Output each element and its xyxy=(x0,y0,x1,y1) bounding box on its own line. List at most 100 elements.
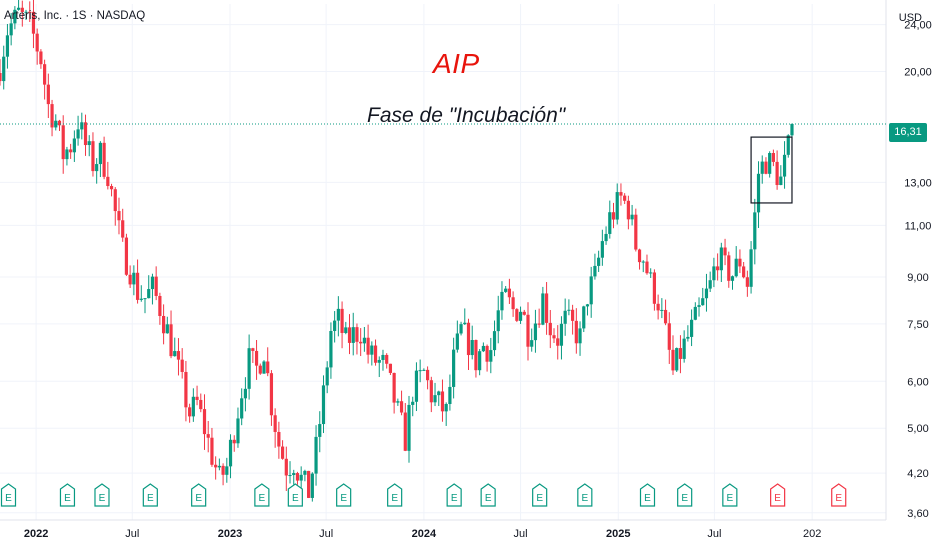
candle xyxy=(403,403,407,452)
candle-body xyxy=(693,306,697,320)
price-tick-label: 3,60 xyxy=(907,508,928,520)
candle xyxy=(247,334,251,400)
price-tick-label: 6,00 xyxy=(907,376,928,388)
candle-body xyxy=(608,212,612,234)
candle-body xyxy=(708,280,712,289)
candle-body xyxy=(184,371,188,408)
candle xyxy=(481,342,485,353)
candle-body xyxy=(102,142,106,177)
time-axis[interactable]: 2022 Jul 2023 Jul 2024 Jul 2025 Jul 202 xyxy=(24,528,821,540)
candle-body xyxy=(745,277,749,287)
candle xyxy=(325,361,329,394)
candle xyxy=(645,254,649,275)
candle-body xyxy=(727,255,731,281)
candle xyxy=(143,298,147,314)
ticker-annotation[interactable]: AIP xyxy=(433,48,480,79)
candle xyxy=(619,183,623,206)
consolidation-box[interactable] xyxy=(750,136,793,204)
candle xyxy=(251,347,255,363)
candle xyxy=(411,396,415,417)
earnings-marker[interactable]: E xyxy=(480,483,496,507)
earnings-marker[interactable]: E xyxy=(287,483,303,507)
candle-body xyxy=(511,297,515,310)
candle-body xyxy=(76,129,80,139)
price-tick-label: 7,50 xyxy=(907,319,928,331)
earnings-marker[interactable]: E xyxy=(831,483,847,507)
earnings-marker[interactable]: E xyxy=(94,483,110,507)
candle xyxy=(611,202,616,229)
candle xyxy=(269,370,274,426)
candle-body xyxy=(396,401,400,403)
candle xyxy=(46,73,50,119)
candle-body xyxy=(466,322,471,356)
price-axis[interactable]: 24,00 20,00 13,00 11,00 9,00 7,50 6,00 5,00 4,20… xyxy=(904,20,932,520)
time-tick-label: 2022 xyxy=(24,528,48,540)
candle-body xyxy=(333,320,337,332)
earnings-marker[interactable]: E xyxy=(59,483,76,507)
candle-body xyxy=(370,345,374,355)
candle xyxy=(336,296,340,337)
candle xyxy=(418,359,422,383)
candle xyxy=(102,136,106,180)
candle xyxy=(87,135,91,157)
candle xyxy=(466,318,471,370)
candle xyxy=(649,268,653,278)
earnings-marker[interactable]: E xyxy=(336,483,352,507)
candle xyxy=(314,425,318,486)
candle xyxy=(162,304,166,345)
candle xyxy=(210,427,214,467)
earnings-marker-shape xyxy=(287,483,303,507)
candle xyxy=(321,375,326,434)
candle-body xyxy=(158,295,162,316)
earnings-marker[interactable]: E xyxy=(532,483,548,507)
candle-body xyxy=(325,367,329,386)
earnings-marker[interactable]: E xyxy=(770,483,786,507)
candle xyxy=(589,266,593,318)
candle-body xyxy=(716,266,720,271)
earnings-marker[interactable]: E xyxy=(254,483,270,507)
phase-annotation[interactable]: Fase de "Incubación" xyxy=(367,104,566,127)
candle-body xyxy=(463,322,467,325)
candle-body xyxy=(385,354,389,364)
candle-body xyxy=(254,350,259,366)
earnings-marker[interactable]: E xyxy=(142,483,158,507)
candle-body xyxy=(652,272,657,304)
earnings-marker[interactable]: E xyxy=(387,483,403,507)
earnings-marker[interactable]: E xyxy=(577,483,593,507)
symbol-title[interactable]: Arteris, Inc. · 1S · NASDAQ xyxy=(4,10,146,22)
earnings-marker-shape xyxy=(639,483,656,507)
candle-body xyxy=(425,369,430,381)
candle xyxy=(786,134,790,158)
candle-body xyxy=(54,120,58,128)
candle-body xyxy=(518,311,523,321)
earnings-marker[interactable]: E xyxy=(0,483,17,507)
candle xyxy=(537,308,541,328)
candle xyxy=(0,59,2,86)
candle xyxy=(440,379,445,422)
candle xyxy=(262,360,266,374)
candle-body xyxy=(675,348,679,371)
earnings-marker[interactable]: E xyxy=(446,483,462,507)
candle xyxy=(72,130,76,162)
candle-body xyxy=(35,33,39,52)
candle-body xyxy=(600,241,604,258)
candle xyxy=(734,246,738,278)
earnings-marker[interactable]: E xyxy=(191,483,207,507)
candle-body xyxy=(147,289,151,299)
candle-body xyxy=(366,337,370,355)
candle xyxy=(214,456,218,480)
candle xyxy=(429,376,433,413)
candle xyxy=(195,385,199,406)
currency-label[interactable]: USD xyxy=(898,12,922,24)
earnings-marker-shape xyxy=(677,483,693,507)
earnings-marker[interactable]: E xyxy=(722,483,738,507)
earnings-marker[interactable]: E xyxy=(677,483,693,507)
candle xyxy=(266,347,270,377)
earnings-marker[interactable]: E xyxy=(639,483,656,507)
candle-body xyxy=(106,176,110,187)
candle-body xyxy=(641,261,645,263)
candle-body xyxy=(756,173,761,213)
candle-body xyxy=(630,214,634,220)
candle-body xyxy=(69,149,73,153)
